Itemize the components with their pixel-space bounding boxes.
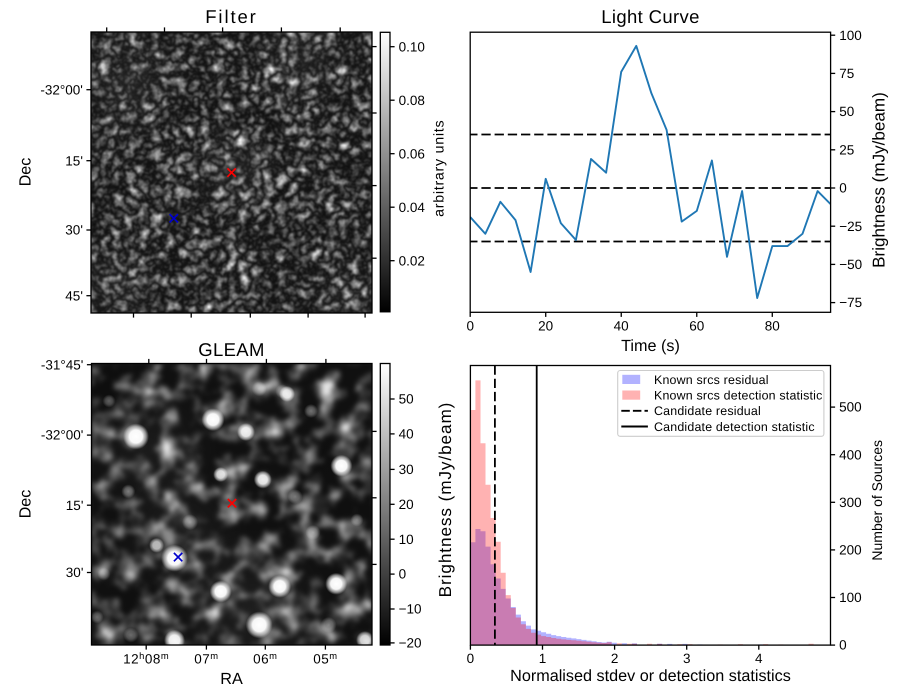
svg-text:0: 0 (399, 567, 407, 582)
svg-text:Light Curve: Light Curve (601, 6, 699, 27)
svg-text:Candidate residual: Candidate residual (654, 404, 761, 418)
svg-text:0: 0 (839, 638, 847, 653)
svg-text:4: 4 (755, 651, 763, 666)
svg-text:30: 30 (399, 462, 414, 477)
svg-text:-31°45': -31°45' (41, 357, 84, 372)
svg-text:30': 30' (66, 565, 84, 580)
svg-text:10: 10 (399, 532, 414, 547)
svg-text:0: 0 (467, 651, 475, 666)
svg-text:−10: −10 (399, 602, 422, 617)
svg-text:500: 500 (839, 400, 862, 415)
svg-text:12h08m: 12h08m (123, 650, 169, 667)
svg-text:Known srcs detection statistic: Known srcs detection statistic (654, 389, 823, 403)
svg-text:3: 3 (683, 651, 691, 666)
svg-text:Brightness (mJy/beam): Brightness (mJy/beam) (870, 92, 889, 268)
svg-text:−50: −50 (839, 257, 862, 272)
svg-text:15': 15' (65, 153, 83, 168)
svg-text:0.02: 0.02 (399, 253, 425, 268)
svg-text:-32°00': -32°00' (40, 82, 83, 97)
svg-text:0: 0 (839, 181, 847, 196)
svg-text:20: 20 (399, 497, 414, 512)
svg-text:80: 80 (765, 318, 780, 333)
svg-text:GLEAM: GLEAM (198, 339, 265, 360)
svg-text:RA: RA (220, 670, 243, 688)
svg-text:Dec: Dec (17, 158, 35, 187)
svg-text:45': 45' (65, 288, 83, 303)
svg-text:75: 75 (839, 66, 854, 81)
svg-text:arbitrary units: arbitrary units (432, 120, 448, 217)
svg-text:20: 20 (538, 318, 553, 333)
svg-text:Candidate detection statistic: Candidate detection statistic (654, 420, 815, 434)
svg-text:200: 200 (839, 543, 862, 558)
svg-text:100: 100 (839, 590, 862, 605)
svg-text:-32°00': -32°00' (41, 428, 84, 443)
svg-text:Known srcs residual: Known srcs residual (654, 373, 769, 387)
svg-text:2: 2 (611, 651, 619, 666)
svg-text:40: 40 (399, 427, 414, 442)
svg-text:50: 50 (839, 104, 854, 119)
svg-text:0.08: 0.08 (399, 93, 425, 108)
svg-text:−75: −75 (839, 295, 862, 310)
svg-text:100: 100 (839, 28, 862, 43)
svg-text:Time (s): Time (s) (621, 337, 680, 355)
svg-text:0.04: 0.04 (399, 200, 426, 215)
svg-text:30': 30' (65, 223, 83, 238)
svg-text:300: 300 (839, 495, 862, 510)
svg-text:0.06: 0.06 (399, 146, 425, 161)
svg-text:0.10: 0.10 (399, 39, 425, 54)
svg-text:25: 25 (839, 142, 854, 157)
svg-text:Number of Sources: Number of Sources (869, 440, 885, 561)
svg-text:400: 400 (839, 447, 862, 462)
svg-text:Brightness (mJy/beam): Brightness (mJy/beam) (435, 402, 455, 598)
svg-text:0: 0 (466, 318, 474, 333)
svg-text:15': 15' (66, 498, 84, 513)
svg-text:Normalised stdev or detection: Normalised stdev or detection statistics (510, 667, 791, 685)
svg-text:Filter: Filter (205, 6, 258, 27)
svg-text:Dec: Dec (17, 490, 35, 519)
svg-text:−25: −25 (839, 219, 862, 234)
svg-text:−20: −20 (399, 636, 422, 651)
svg-text:40: 40 (614, 318, 629, 333)
svg-text:60: 60 (689, 318, 704, 333)
svg-text:1: 1 (539, 651, 547, 666)
svg-text:50: 50 (399, 392, 414, 407)
